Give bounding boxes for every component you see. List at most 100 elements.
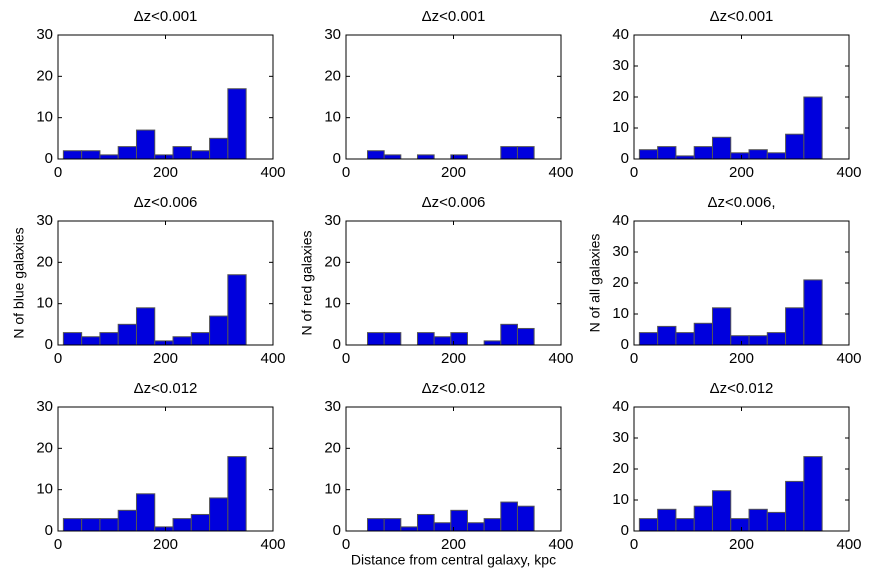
- bar: [803, 96, 823, 160]
- y-tick-label: 10: [612, 491, 629, 508]
- y-tick-label: 10: [324, 109, 341, 126]
- y-tick-label: 30: [36, 26, 53, 43]
- bar: [190, 150, 211, 160]
- bar: [416, 332, 435, 346]
- bar: [62, 518, 83, 532]
- bar: [383, 518, 402, 532]
- y-tick-label: 30: [612, 429, 629, 446]
- x-tick-label: 400: [260, 164, 285, 181]
- panel-title: Δz<0.006,: [708, 194, 776, 211]
- bar: [81, 518, 101, 532]
- bar: [766, 152, 787, 160]
- x-tick-label: 200: [441, 536, 466, 553]
- bar: [172, 518, 192, 532]
- bar: [516, 505, 535, 532]
- panel-title: Δz<0.012: [422, 380, 486, 397]
- y-tick-label: 0: [621, 522, 629, 539]
- bar: [500, 146, 518, 160]
- bar: [227, 456, 247, 532]
- y-tick-label: 20: [324, 439, 341, 456]
- bar: [433, 522, 452, 532]
- bar: [135, 493, 156, 532]
- bar: [711, 490, 732, 532]
- bar: [785, 133, 805, 160]
- panel: 0 10 20 30 0 200 400 Δz<0.012 Distance from cent…: [324, 380, 573, 568]
- panel: 0 10 20 30 0 200 400 Δz<0.006 N of red galaxies: [299, 194, 574, 367]
- bar: [516, 146, 535, 160]
- y-tick-label: 0: [45, 150, 53, 167]
- y-tick-label: 30: [324, 398, 341, 415]
- bar: [209, 315, 229, 346]
- y-tick-label: 10: [612, 305, 629, 322]
- x-tick-label: 0: [630, 536, 638, 553]
- bar: [416, 154, 435, 160]
- y-tick-label: 10: [36, 109, 53, 126]
- bar: [516, 327, 535, 346]
- bar: [62, 332, 83, 346]
- bar: [638, 149, 659, 160]
- bar: [81, 336, 101, 346]
- bar: [693, 505, 713, 532]
- bar: [367, 150, 385, 160]
- x-tick-label: 200: [729, 536, 754, 553]
- bar: [135, 307, 156, 346]
- y-tick-label: 30: [324, 26, 341, 43]
- y-tick-label: 20: [36, 253, 53, 270]
- bar: [416, 513, 435, 532]
- x-tick-label: 0: [630, 164, 638, 181]
- y-tick-label: 0: [333, 336, 341, 353]
- y-tick-label: 30: [324, 212, 341, 229]
- x-tick-label: 0: [54, 536, 62, 553]
- x-tick-label: 400: [548, 536, 573, 553]
- y-tick-label: 30: [36, 398, 53, 415]
- bar: [803, 279, 823, 346]
- y-tick-label: 10: [36, 295, 53, 312]
- bar: [675, 518, 695, 532]
- bar: [483, 340, 502, 346]
- bar: [117, 146, 137, 160]
- panel-title: Δz<0.006: [134, 194, 198, 211]
- y-tick-label: 20: [612, 460, 629, 477]
- y-tick-label: 30: [36, 212, 53, 229]
- bar: [748, 335, 768, 346]
- bar: [730, 518, 750, 532]
- bar: [154, 340, 174, 346]
- y-axis-label: N of blue galaxies: [11, 227, 27, 338]
- y-tick-label: 0: [333, 150, 341, 167]
- bar: [367, 518, 385, 532]
- bar: [117, 323, 137, 346]
- bar: [99, 154, 119, 160]
- panel: 0 10 20 30 0 200 400 Δz<0.001: [36, 8, 285, 181]
- bar: [172, 146, 192, 160]
- x-tick-label: 0: [342, 164, 350, 181]
- x-tick-label: 200: [729, 350, 754, 367]
- bar: [190, 513, 211, 532]
- bar: [785, 480, 805, 532]
- y-tick-label: 0: [333, 522, 341, 539]
- y-tick-label: 10: [324, 481, 341, 498]
- y-tick-label: 40: [612, 398, 629, 415]
- bar: [730, 152, 750, 160]
- plot-area: [346, 221, 561, 345]
- bar: [466, 522, 485, 532]
- y-tick-label: 0: [45, 522, 53, 539]
- y-tick-label: 20: [324, 253, 341, 270]
- panel: 0 10 20 30 0 200 400 Δz<0.012: [36, 380, 285, 553]
- bar: [748, 149, 768, 160]
- bar: [657, 146, 677, 160]
- x-tick-label: 400: [260, 536, 285, 553]
- plot-area: [346, 35, 561, 159]
- bar: [433, 336, 452, 346]
- panel-title: Δz<0.012: [134, 380, 198, 397]
- panel: 0 10 20 30 0 200 400 Δz<0.006 N of blue galaxies: [11, 194, 286, 367]
- x-tick-label: 0: [54, 164, 62, 181]
- bar: [730, 335, 750, 346]
- y-tick-label: 40: [612, 212, 629, 229]
- bar: [638, 518, 659, 532]
- panel: 0 10 20 30 0 200 400 Δz<0.001: [324, 8, 573, 181]
- bar: [657, 325, 677, 346]
- panel-title: Δz<0.001: [422, 8, 486, 25]
- bar: [500, 501, 518, 532]
